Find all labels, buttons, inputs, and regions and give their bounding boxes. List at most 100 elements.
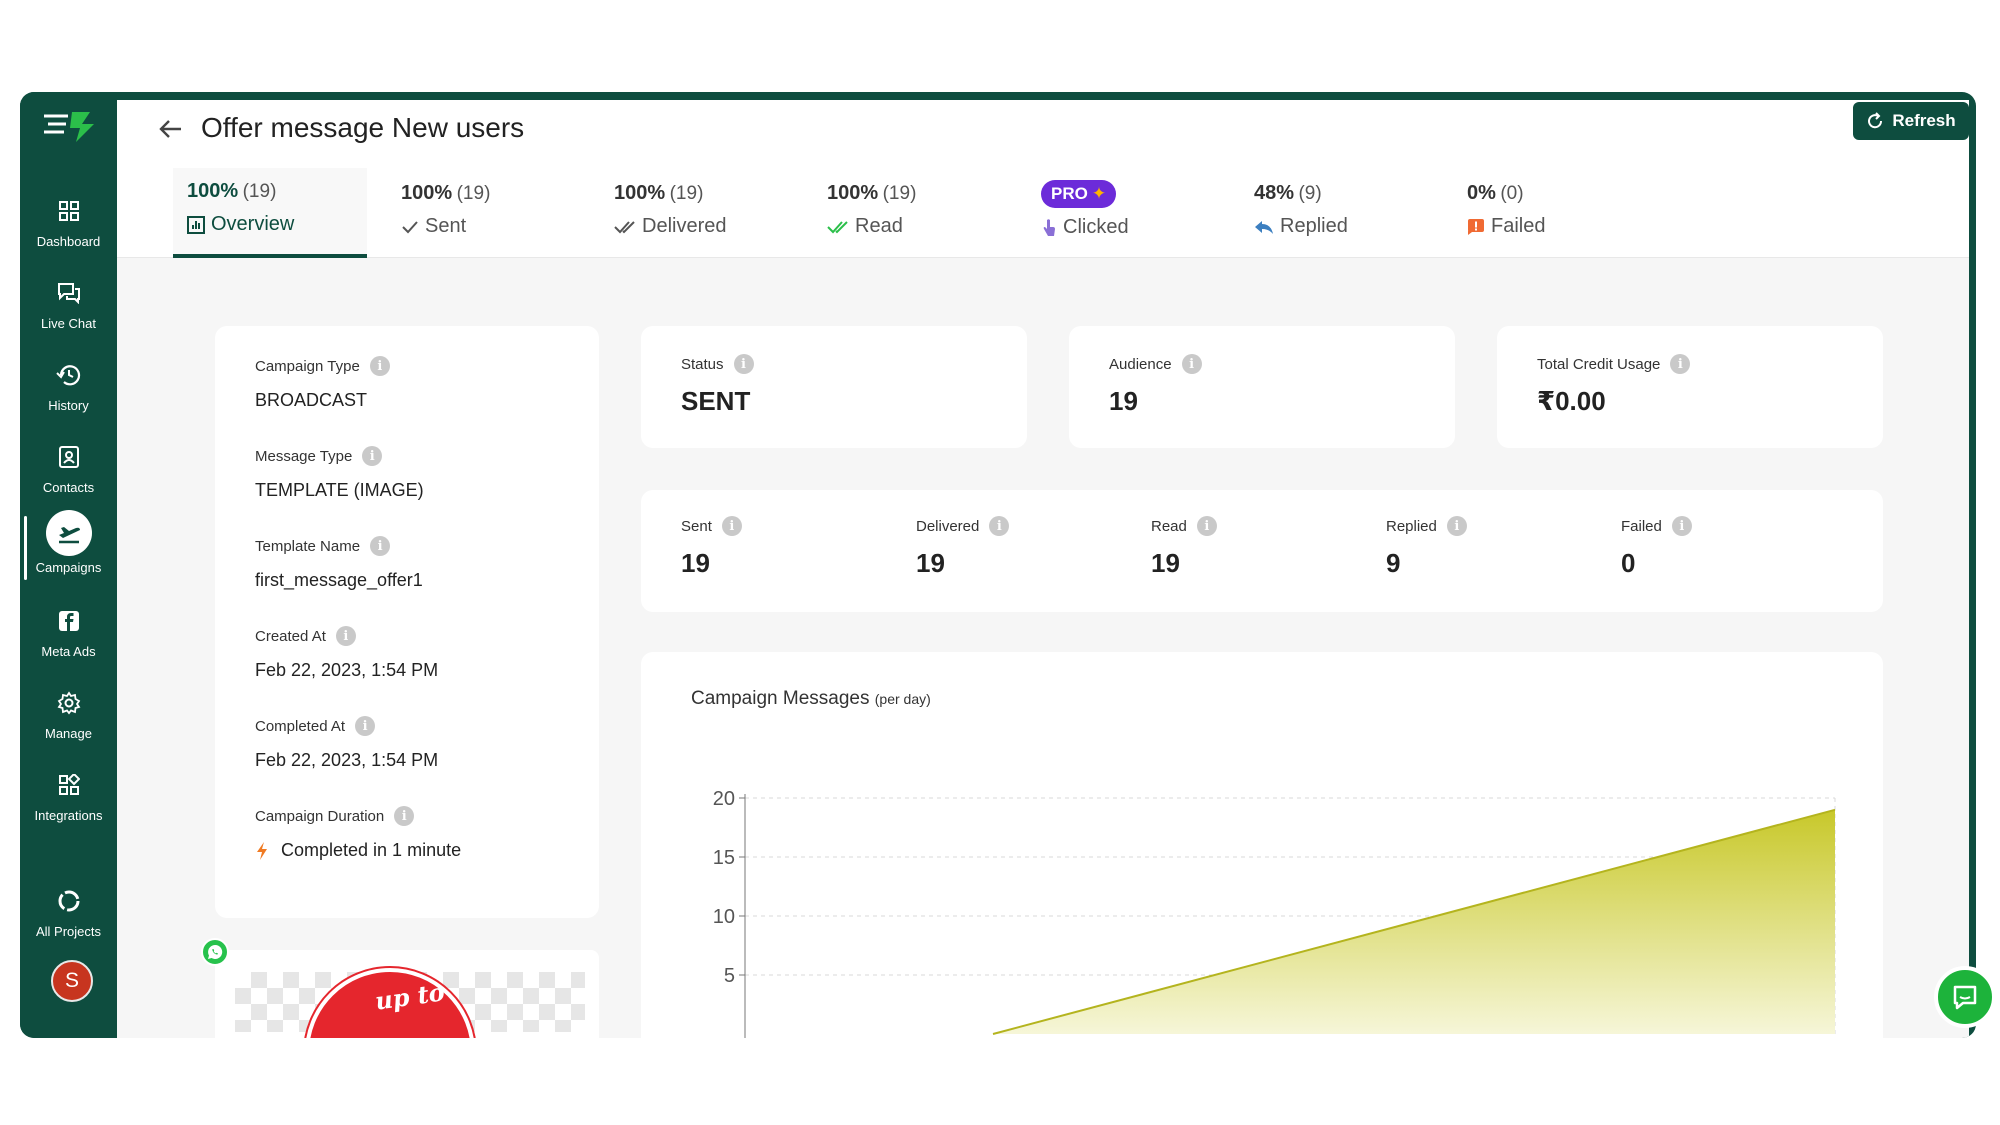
audience-value: 19 — [1109, 386, 1138, 416]
info-icon[interactable]: i — [369, 356, 390, 376]
info-icon[interactable]: i — [733, 354, 754, 374]
main-content: Offer message New users Refresh 100% (19… — [117, 100, 1969, 1038]
info-icon[interactable]: i — [1181, 354, 1202, 374]
stat-label: Read — [1151, 517, 1187, 535]
stat-value: 0 — [1621, 548, 1636, 578]
info-icon[interactable]: i — [394, 806, 415, 826]
sidebar-item-label: Campaigns — [35, 560, 102, 575]
detail-value: Feb 22, 2023, 1:54 PM — [255, 750, 439, 770]
credit-label: Total Credit Usage — [1537, 355, 1661, 373]
tab-count: (9) — [1298, 183, 1322, 204]
plane-takeoff-icon — [45, 510, 92, 556]
sidebar-item-label: Contacts — [42, 480, 95, 495]
info-icon[interactable]: i — [362, 446, 383, 466]
tab-overview[interactable]: 100% (19) Overview — [187, 180, 294, 270]
tab-failed[interactable]: 0% (0) Failed — [1467, 182, 1545, 272]
tab-clicked[interactable]: PRO ✦ Clicked — [1041, 180, 1129, 270]
whatsapp-icon — [201, 938, 229, 966]
tab-active-underline — [173, 254, 367, 258]
double-check-green-icon — [827, 220, 848, 233]
info-icon[interactable]: i — [721, 516, 742, 536]
series-line — [992, 808, 1836, 1035]
tab-label: Replied — [1280, 215, 1348, 237]
campaign-messages-chart-card: Campaign Messages (per day) 20 15 10 5 — [641, 652, 1883, 1038]
stat-delivered: Delivered i 19 — [916, 516, 1010, 579]
delivery-stats-card: Sent i 19 Delivered i 19 Read i 19 Replied i… — [641, 490, 1883, 612]
refresh-label: Refresh — [1892, 111, 1956, 130]
sidebar-item-label: Integrations — [34, 808, 103, 823]
tab-replied[interactable]: 48% (9) Replied — [1254, 182, 1348, 272]
detail-value: Completed in 1 minute — [281, 840, 462, 860]
tab-delivered[interactable]: 100% (19) Delivered — [614, 182, 726, 272]
status-card: Status i SENT — [641, 326, 1027, 448]
detail-value: TEMPLATE (IMAGE) — [255, 480, 424, 500]
double-check-icon — [614, 220, 635, 233]
sidebar-item-label: History — [48, 398, 89, 413]
check-icon — [402, 220, 418, 233]
stat-value: 19 — [916, 548, 945, 578]
credit-usage-card: Total Credit Usage i ₹0.00 — [1497, 326, 1883, 448]
stat-value: 9 — [1386, 548, 1401, 578]
refresh-button[interactable]: Refresh — [1853, 102, 1969, 140]
tab-percent: 100% — [401, 182, 453, 204]
stat-value: 19 — [1151, 548, 1180, 578]
tab-percent: 100% — [614, 182, 666, 204]
detail-template-name: Template Name i first_message_offer1 — [255, 536, 423, 591]
sidebar-item-dashboard[interactable]: Dashboard — [20, 190, 117, 262]
info-icon[interactable]: i — [1670, 354, 1691, 374]
tab-percent: 0% — [1467, 182, 1496, 204]
info-icon[interactable]: i — [1196, 516, 1217, 536]
sidebar-item-label: Manage — [45, 726, 92, 741]
sparkle-icon: ✦ — [1091, 184, 1107, 203]
info-icon[interactable]: i — [335, 626, 356, 646]
facebook-icon — [54, 606, 84, 636]
info-icon[interactable]: i — [1446, 516, 1467, 536]
tab-label: Clicked — [1063, 216, 1129, 238]
sidebar-item-campaigns[interactable]: Campaigns — [20, 510, 117, 582]
grid-icon — [54, 196, 84, 226]
detail-created-at: Created At i Feb 22, 2023, 1:54 PM — [255, 626, 438, 681]
stat-label: Sent — [681, 517, 712, 535]
gear-icon — [54, 688, 84, 718]
top-bar: Offer message New users Refresh 100% (19… — [117, 100, 1969, 258]
refresh-icon — [1868, 112, 1883, 129]
chart-subtitle: (per day) — [874, 691, 931, 707]
pro-badge-label: PRO — [1051, 184, 1088, 203]
sidebar-item-manage[interactable]: Manage — [20, 682, 117, 754]
credit-value: ₹0.00 — [1537, 386, 1606, 416]
campaign-details-card: Campaign Type i BROADCAST Message Type i T… — [215, 326, 599, 918]
info-icon[interactable]: i — [1671, 516, 1692, 536]
tab-count: (19) — [456, 183, 491, 204]
detail-label: Completed At — [255, 717, 346, 735]
logo-icon[interactable] — [42, 106, 98, 146]
stat-read: Read i 19 — [1151, 516, 1217, 579]
tab-sent[interactable]: 100% (19) Sent — [401, 182, 490, 272]
area-chart: 20 15 10 5 — [713, 788, 1836, 1038]
detail-message-type: Message Type i TEMPLATE (IMAGE) — [255, 446, 424, 501]
sidebar-item-integrations[interactable]: Integrations — [20, 764, 117, 836]
status-value: SENT — [681, 386, 751, 416]
active-indicator — [24, 516, 27, 580]
tab-read[interactable]: 100% (19) Read — [827, 182, 916, 272]
sidebar-item-history[interactable]: History — [20, 354, 117, 426]
sidebar-item-meta-ads[interactable]: Meta Ads — [20, 600, 117, 672]
template-preview-card[interactable]: up to — [215, 950, 599, 1038]
chart-title-text: Campaign Messages — [691, 688, 870, 709]
sidebar-item-all-projects[interactable]: All Projects — [20, 880, 117, 952]
reply-arrow-icon — [1255, 220, 1273, 234]
info-icon[interactable]: i — [355, 716, 376, 736]
detail-campaign-duration: Campaign Duration i Completed in 1 minute — [255, 806, 461, 861]
tab-percent: 100% — [827, 182, 879, 204]
stat-label: Delivered — [916, 517, 980, 535]
avatar[interactable]: S — [51, 960, 93, 1002]
y-tick-label: 10 — [713, 906, 735, 928]
info-icon[interactable]: i — [989, 516, 1010, 536]
status-label: Status — [681, 355, 724, 373]
back-arrow-icon[interactable] — [155, 114, 185, 144]
sidebar-item-label: Meta Ads — [41, 644, 96, 659]
chat-support-button[interactable] — [1934, 966, 1996, 1028]
info-icon[interactable]: i — [370, 536, 391, 556]
audience-card: Audience i 19 — [1069, 326, 1455, 448]
sidebar-item-live-chat[interactable]: Live Chat — [20, 272, 117, 344]
sidebar-item-contacts[interactable]: Contacts — [20, 436, 117, 508]
